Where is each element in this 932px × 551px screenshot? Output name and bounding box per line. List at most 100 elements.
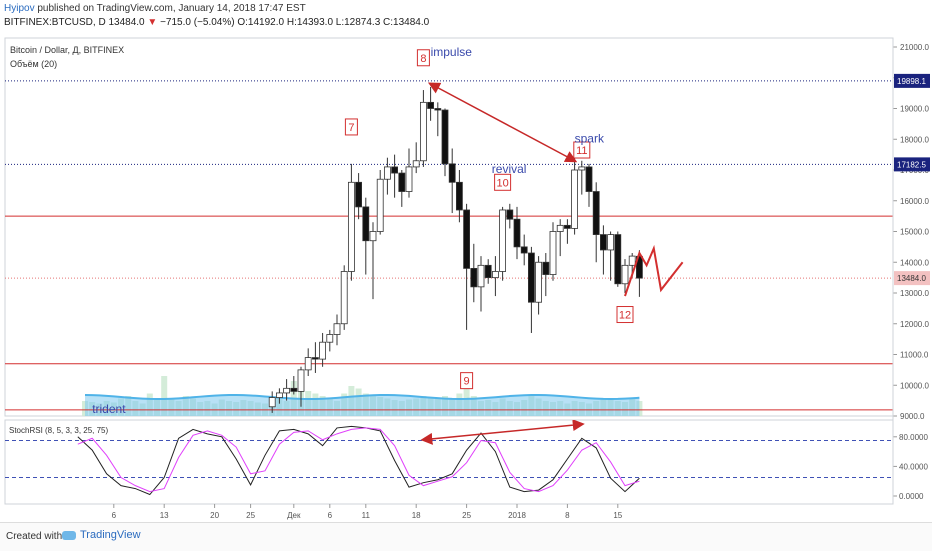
candle-body <box>578 166 586 171</box>
volume-bar <box>161 376 168 416</box>
stoch-k-line <box>77 425 640 496</box>
chart-title: Bitcoin / Dollar, Д, BITFINEX <box>10 45 124 55</box>
candle-body <box>621 264 629 285</box>
wave-label: 12 <box>619 310 631 322</box>
candle-body <box>347 181 355 272</box>
time-tick-label: 6 <box>328 511 333 520</box>
candle-body <box>455 181 463 211</box>
candle-body <box>571 169 578 229</box>
time-tick-label: 15 <box>613 511 622 520</box>
tradingview-brand: TradingView <box>80 529 141 541</box>
chart-subtitle: Объём (20) <box>10 59 57 69</box>
candle-body <box>506 209 514 220</box>
time-tick-label: 6 <box>112 511 117 520</box>
time-tick-label: 13 <box>160 511 169 520</box>
price-change: −715.0 (−5.04%) <box>160 17 235 28</box>
candle-body <box>600 234 607 251</box>
oscillator-plot <box>5 420 893 496</box>
stoch-d-line <box>77 427 640 493</box>
price-tick-label: 14000.0 <box>900 258 929 267</box>
price-tag <box>894 271 930 286</box>
candle-body <box>463 209 471 269</box>
wave-annotation: revival <box>492 162 527 176</box>
price-tick-label: 12000.0 <box>900 320 929 329</box>
price-tag-label: 19898.1 <box>897 77 926 86</box>
candle-body <box>383 166 391 180</box>
candle-body <box>535 261 542 303</box>
time-axis: 6 13 20 25 Дек 6 11 18 25 2018 8 15 <box>112 504 623 520</box>
candle-body <box>340 271 348 325</box>
time-tick-label: 25 <box>462 511 471 520</box>
wave-label: 7 <box>348 122 354 134</box>
down-arrow-icon: ▼ <box>147 17 158 28</box>
wave-annotation: impulse <box>431 45 473 59</box>
price-tag <box>894 157 930 172</box>
osc-tick-label: 40.0000 <box>899 462 928 471</box>
candle-body <box>484 264 492 279</box>
wave-label-box <box>460 372 474 390</box>
time-tick-label: 25 <box>246 511 255 520</box>
candle-body <box>628 255 636 266</box>
osc-tick-label: 80.0000 <box>899 433 928 442</box>
candle-body <box>398 172 406 192</box>
candle-body <box>268 397 276 408</box>
tradingview-link[interactable]: TradingView <box>62 529 141 541</box>
candle-body <box>592 191 600 235</box>
price-axis: 9000.0 10000.0 11000.0 12000.0 13000.0 14000.… <box>893 43 929 421</box>
candle-body <box>556 224 564 232</box>
time-tick-label: Дек <box>287 511 301 520</box>
candle-body <box>311 357 319 360</box>
candle-body <box>549 231 557 275</box>
candle-body <box>636 255 643 279</box>
ohlc-values: O:14192.0 H:14393.0 L:12874.3 C:13484.0 <box>237 17 430 28</box>
created-with: Created with <box>6 531 63 542</box>
main-pane <box>4 37 894 417</box>
last-price: 13484.0 <box>108 17 145 28</box>
candle-body <box>391 166 399 174</box>
candle-body <box>412 160 420 168</box>
footer: Created with TradingView <box>0 522 932 551</box>
candles <box>268 86 643 413</box>
wave-label: 9 <box>464 376 470 388</box>
time-tick-label: 11 <box>362 511 371 520</box>
price-tag-label: 17182.5 <box>897 160 926 169</box>
price-tag <box>894 73 930 88</box>
publish-info: published on TradingView.com, January 14… <box>37 3 306 14</box>
wave-label-box <box>616 306 634 324</box>
candle-body <box>297 369 305 392</box>
time-tick-label: 20 <box>210 511 219 520</box>
candle-body <box>542 261 550 275</box>
candle-body <box>491 271 499 279</box>
publish-header: Hyipov published on TradingView.com, Jan… <box>4 3 306 14</box>
price-tick-label: 11000.0 <box>900 351 929 360</box>
divergence-trendline <box>427 82 578 163</box>
candle-body <box>362 206 370 242</box>
candle-body <box>499 209 507 272</box>
oscillator-trendline <box>420 420 585 445</box>
time-tick-label: 18 <box>412 511 421 520</box>
wave-label: 11 <box>576 145 587 157</box>
oscillator-pane <box>4 419 894 505</box>
candle-body <box>419 101 427 162</box>
osc-tick-label: 0.0000 <box>899 492 924 501</box>
main-plot <box>5 80 893 416</box>
price-tick-label: 19000.0 <box>900 105 929 114</box>
candle-body <box>585 166 593 192</box>
wave-label-box <box>494 173 512 191</box>
candle-body <box>326 334 334 343</box>
author-link[interactable]: Hyipov <box>4 3 35 14</box>
candle-body <box>369 231 377 242</box>
price-tick-label: 16000.0 <box>900 197 929 206</box>
volume-bar <box>463 373 470 416</box>
candle-body <box>614 234 622 285</box>
candle-body <box>355 181 363 208</box>
projection-zigzag <box>624 244 684 297</box>
price-tick-label: 10000.0 <box>900 381 929 390</box>
candle-body <box>513 218 521 248</box>
wave-label-box <box>573 141 591 159</box>
candle-body <box>275 392 283 398</box>
candle-body <box>448 163 456 183</box>
candle-body <box>564 224 571 229</box>
wave-label-box <box>344 118 358 136</box>
